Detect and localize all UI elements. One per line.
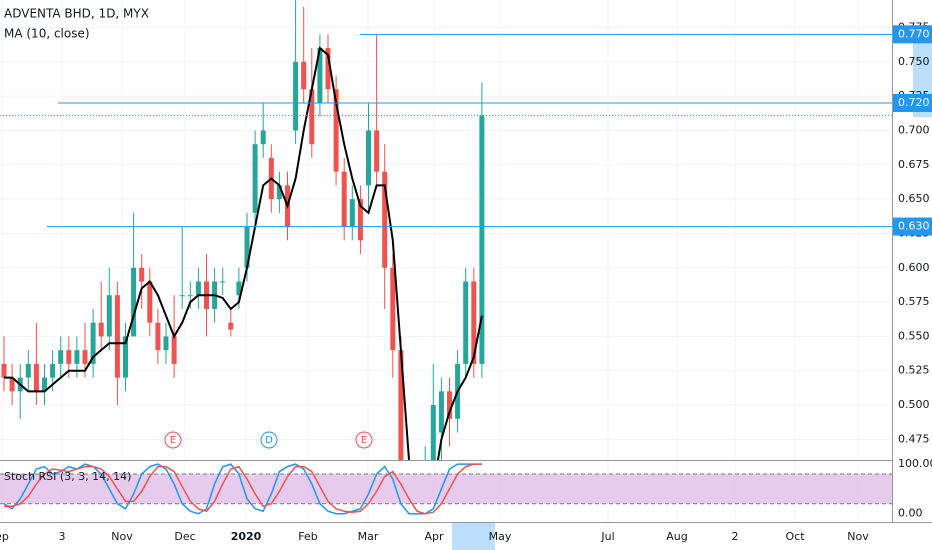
indicator-label: MA (10, close) <box>4 27 90 41</box>
candle-body <box>139 267 145 282</box>
x-tick-label: Jul <box>600 530 614 543</box>
x-tick-label: Nov <box>847 530 869 543</box>
event-label: E <box>170 435 176 446</box>
stoch-tick-label: 0.00 <box>898 507 923 520</box>
chart-title: ADVENTA BHD, 1D, MYX <box>4 7 149 21</box>
y-tick-label: 0.500 <box>898 398 930 411</box>
y-tick-label: 0.575 <box>898 295 930 308</box>
x-tick-label: Mar <box>358 530 379 543</box>
y-tick-label: 0.675 <box>898 158 930 171</box>
ma-line <box>4 46 483 460</box>
candle-body <box>1 363 7 378</box>
candle-body <box>163 336 169 351</box>
candle-body <box>366 130 371 186</box>
candle-body <box>82 350 88 364</box>
candle-body <box>430 405 436 460</box>
y-tick-label: 0.650 <box>898 192 930 205</box>
candle-body <box>293 61 299 131</box>
candle-body <box>114 295 120 378</box>
candle-body <box>9 377 15 392</box>
candle-body <box>374 130 380 172</box>
candle-body <box>74 350 80 364</box>
x-tick-label: Apr <box>424 530 444 543</box>
x-tick-label: Dec <box>174 530 195 543</box>
candle-body <box>90 322 96 364</box>
y-tick-label: 0.750 <box>898 55 930 68</box>
candle-body <box>131 267 137 337</box>
candle-body <box>33 363 39 392</box>
candle-body <box>479 115 485 364</box>
event-label: D <box>265 435 273 446</box>
candle-body <box>25 363 31 378</box>
candle-body <box>147 281 153 323</box>
candle-body <box>228 322 234 330</box>
event-marker <box>260 431 278 449</box>
candle-body <box>260 130 266 145</box>
candle-body <box>309 89 315 145</box>
candle-body <box>123 336 128 378</box>
candle-body <box>341 171 347 227</box>
candle-body <box>447 391 452 419</box>
candle-body <box>98 322 104 337</box>
candle-body <box>42 377 47 392</box>
level-label-box <box>893 25 932 44</box>
candle-body <box>398 350 404 460</box>
candle-body <box>155 322 161 351</box>
y-tick-label: 0.550 <box>898 329 930 342</box>
stoch-tick-label: 100.00 <box>898 457 932 470</box>
level-label-box <box>893 93 932 112</box>
x-tick-label: Feb <box>298 530 317 543</box>
candle-body <box>301 61 307 90</box>
level-label-box <box>893 217 932 236</box>
candle-body <box>357 199 363 241</box>
stoch-label: Stoch RSI (3, 3, 14, 14) <box>4 470 131 483</box>
x-tick-label: 2020 <box>231 530 262 543</box>
x-tick-label: Aug <box>666 530 687 543</box>
candle-body <box>252 144 258 213</box>
y-tick-label: 0.475 <box>898 432 930 445</box>
x-tick-label: Nov <box>111 530 133 543</box>
stoch-line <box>4 463 482 515</box>
candle-body <box>58 350 64 364</box>
x-tick-label: 3 <box>59 530 66 543</box>
candle-body <box>325 48 331 90</box>
candle-body <box>179 295 185 297</box>
candle-body <box>50 363 56 378</box>
candle-body <box>382 171 388 268</box>
y-tick-label: 0.525 <box>898 364 930 377</box>
candle-body <box>187 295 193 297</box>
candle-body <box>333 89 339 172</box>
candle-body <box>171 336 177 364</box>
y-tick-label: 0.600 <box>898 261 930 274</box>
candle-body <box>244 226 250 268</box>
candle-body <box>349 199 355 227</box>
candle-body <box>438 391 444 433</box>
level-label: 0.630 <box>898 220 930 233</box>
candle-body <box>276 185 282 200</box>
x-range-highlight <box>452 522 495 550</box>
candle-body <box>463 281 469 364</box>
y-tick-label: 0.700 <box>898 123 930 136</box>
candle-body <box>471 281 477 364</box>
level-label: 0.720 <box>898 96 930 109</box>
candle-body <box>220 281 226 283</box>
x-tick-label: 2 <box>732 530 739 543</box>
candle-body <box>317 48 323 103</box>
stoch-line <box>3 463 482 515</box>
x-tick-label: May <box>489 530 512 543</box>
x-tick-label: Oct <box>785 530 805 543</box>
candle-body <box>236 281 242 296</box>
candle-body <box>106 295 112 337</box>
candle-body <box>66 350 72 364</box>
event-marker <box>355 431 373 449</box>
event-marker <box>164 431 182 449</box>
x-tick-label: ep <box>0 530 9 543</box>
candle-body <box>195 281 201 296</box>
event-label: E <box>361 435 367 446</box>
candle-body <box>390 267 396 351</box>
level-label: 0.770 <box>898 27 930 40</box>
